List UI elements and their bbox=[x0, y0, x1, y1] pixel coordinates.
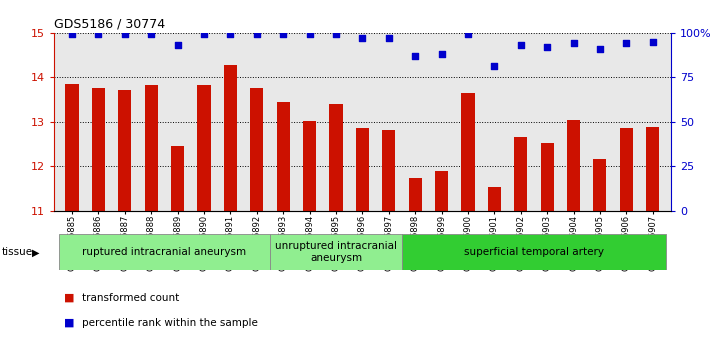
Bar bbox=[171, 146, 184, 211]
Bar bbox=[66, 84, 79, 211]
Bar bbox=[197, 85, 211, 211]
Bar bbox=[92, 88, 105, 211]
Point bbox=[93, 32, 104, 37]
Point bbox=[225, 32, 236, 37]
Point bbox=[383, 35, 394, 41]
Text: unruptured intracranial
aneurysm: unruptured intracranial aneurysm bbox=[275, 241, 397, 263]
Bar bbox=[540, 143, 554, 211]
Point bbox=[119, 32, 131, 37]
Bar bbox=[488, 187, 501, 211]
Bar bbox=[620, 128, 633, 211]
Bar bbox=[303, 121, 316, 211]
FancyBboxPatch shape bbox=[270, 234, 402, 270]
Point bbox=[356, 35, 368, 41]
Point bbox=[594, 46, 605, 52]
Bar bbox=[223, 65, 237, 211]
Bar bbox=[435, 171, 448, 211]
Text: percentile rank within the sample: percentile rank within the sample bbox=[82, 318, 258, 328]
Bar bbox=[593, 159, 606, 211]
Bar bbox=[356, 128, 369, 211]
Point bbox=[436, 51, 447, 57]
Point bbox=[488, 64, 500, 69]
Bar bbox=[567, 120, 580, 211]
Point bbox=[66, 32, 78, 37]
Bar bbox=[329, 104, 343, 211]
FancyBboxPatch shape bbox=[402, 234, 666, 270]
Point bbox=[198, 32, 210, 37]
Text: ruptured intracranial aneurysm: ruptured intracranial aneurysm bbox=[82, 247, 246, 257]
Point bbox=[409, 53, 421, 59]
Text: ■: ■ bbox=[64, 318, 75, 328]
Point bbox=[515, 42, 526, 48]
Point bbox=[331, 32, 342, 37]
Bar bbox=[276, 102, 290, 211]
Text: ■: ■ bbox=[64, 293, 75, 303]
Bar bbox=[382, 130, 396, 211]
Point bbox=[462, 32, 473, 37]
Text: ▶: ▶ bbox=[32, 247, 40, 257]
Point bbox=[541, 44, 553, 50]
Text: tissue: tissue bbox=[1, 247, 33, 257]
Bar bbox=[145, 85, 158, 211]
Bar bbox=[514, 137, 528, 211]
Point bbox=[278, 32, 289, 37]
Bar bbox=[646, 127, 659, 211]
Point bbox=[647, 38, 658, 44]
Point bbox=[146, 32, 157, 37]
Text: superficial temporal artery: superficial temporal artery bbox=[464, 247, 604, 257]
Text: GDS5186 / 30774: GDS5186 / 30774 bbox=[54, 17, 165, 30]
Bar bbox=[119, 90, 131, 211]
Point bbox=[172, 42, 183, 48]
Text: transformed count: transformed count bbox=[82, 293, 179, 303]
Point bbox=[304, 32, 316, 37]
Point bbox=[568, 40, 579, 46]
Point bbox=[251, 32, 263, 37]
Bar bbox=[408, 178, 422, 211]
FancyBboxPatch shape bbox=[59, 234, 270, 270]
Bar bbox=[461, 93, 475, 211]
Point bbox=[620, 40, 632, 46]
Bar bbox=[250, 88, 263, 211]
